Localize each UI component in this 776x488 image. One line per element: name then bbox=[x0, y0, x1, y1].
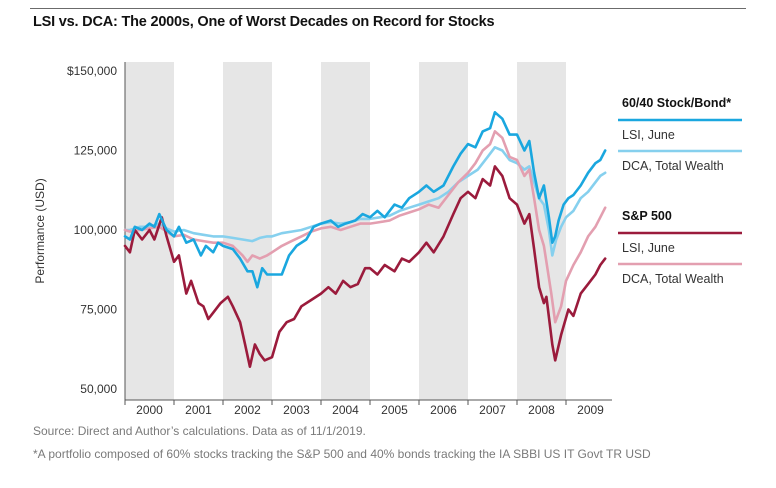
legend-label: DCA, Total Wealth bbox=[622, 272, 724, 286]
x-tick-label: 2004 bbox=[332, 403, 359, 417]
year-band-2002 bbox=[223, 62, 272, 400]
x-axis: 2000 2001 2002 2003 2004 2005 2006 2007 2008 2009 bbox=[124, 400, 604, 417]
x-tick-label: 2000 bbox=[136, 403, 163, 417]
y-tick-label: $150,000 bbox=[67, 64, 117, 78]
year-band-2006 bbox=[419, 62, 468, 400]
year-bands bbox=[125, 62, 566, 400]
legend-heading: S&P 500 bbox=[622, 209, 672, 223]
legend-heading: 60/40 Stock/Bond* bbox=[622, 96, 731, 110]
y-tick-label: 125,000 bbox=[74, 144, 118, 158]
series-line-lsi_sp500 bbox=[123, 165, 607, 368]
x-tick-label: 2009 bbox=[577, 403, 604, 417]
x-tick-label: 2007 bbox=[479, 403, 506, 417]
x-tick-label: 2005 bbox=[381, 403, 408, 417]
portfolio-footnote: *A portfolio composed of 60% stocks trac… bbox=[33, 447, 651, 461]
y-axis: 50,000 75,000 100,000 125,000 $150,000 Perfor… bbox=[33, 64, 117, 396]
legend: 60/40 Stock/Bond* LSI, June DCA, Total Wea… bbox=[618, 96, 742, 286]
x-tick-label: 2001 bbox=[185, 403, 212, 417]
y-tick-label: 100,000 bbox=[74, 223, 118, 237]
x-tick-label: 2002 bbox=[234, 403, 261, 417]
series-line-dca_6040 bbox=[123, 146, 607, 257]
source-note: Source: Direct and Author’s calculations… bbox=[33, 424, 366, 438]
legend-label: DCA, Total Wealth bbox=[622, 159, 724, 173]
y-tick-label: 75,000 bbox=[80, 303, 117, 317]
series-line-dca_sp500 bbox=[123, 130, 607, 324]
year-band-2004 bbox=[321, 62, 370, 400]
x-tick-label: 2008 bbox=[528, 403, 555, 417]
line-chart: 50,000 75,000 100,000 125,000 $150,000 Perfor… bbox=[33, 62, 742, 417]
x-tick-label: 2006 bbox=[430, 403, 457, 417]
series-lines bbox=[123, 111, 607, 368]
top-rule bbox=[30, 8, 746, 9]
series-line-lsi_6040 bbox=[123, 111, 607, 289]
legend-label: LSI, June bbox=[622, 241, 675, 255]
y-axis-title: Performance (USD) bbox=[33, 178, 47, 283]
y-tick-label: 50,000 bbox=[80, 382, 117, 396]
legend-label: LSI, June bbox=[622, 128, 675, 142]
x-tick-label: 2003 bbox=[283, 403, 310, 417]
chart-title: LSI vs. DCA: The 2000s, One of Worst Dec… bbox=[33, 14, 495, 30]
